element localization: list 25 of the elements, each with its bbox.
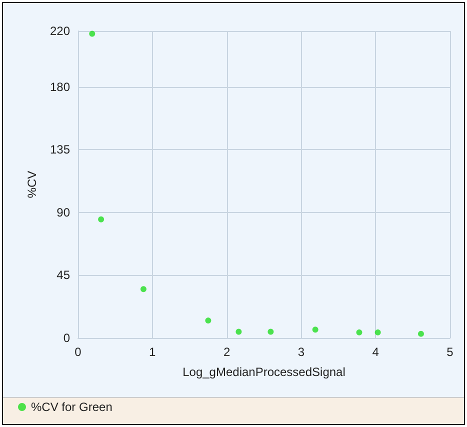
y-tick-label: 220: [50, 24, 70, 38]
y-tick-label: 0: [63, 331, 70, 345]
point: [356, 329, 362, 336]
y-tick-label: 180: [50, 80, 70, 94]
x-tick-label: 1: [149, 345, 156, 359]
x-axis-title: Log_gMedianProcessedSignal: [182, 365, 346, 379]
point: [236, 328, 242, 335]
point: [374, 329, 381, 336]
point: [140, 286, 146, 292]
x-tick-label: 0: [74, 345, 82, 359]
y-tick-label: 135: [50, 142, 70, 157]
point: [89, 30, 96, 37]
x-tick-label: 5: [446, 345, 454, 359]
point: [98, 216, 104, 222]
x-tick-label: 4: [372, 345, 380, 359]
x-tick-label: 2: [223, 345, 230, 359]
point: [268, 328, 274, 335]
point: [312, 326, 318, 333]
point: [205, 318, 212, 324]
y-tick-label: 45: [56, 268, 70, 282]
x-tick-label: 3: [298, 345, 305, 359]
y-axis-title: %CV: [25, 170, 39, 198]
point: [418, 330, 424, 337]
y-tick-label: 90: [56, 205, 70, 220]
legend-label: %CV for Green: [31, 400, 112, 414]
